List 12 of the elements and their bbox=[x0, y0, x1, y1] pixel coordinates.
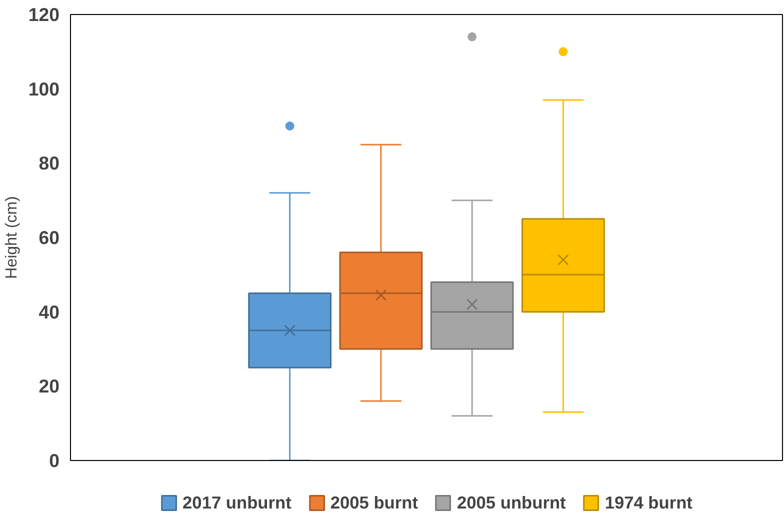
y-tick-label: 80 bbox=[38, 152, 60, 174]
y-tick-label: 20 bbox=[38, 376, 60, 397]
y-tick-label: 40 bbox=[38, 301, 60, 322]
legend-label: 2005 unburnt bbox=[457, 492, 566, 513]
legend-label: 2017 unburnt bbox=[182, 492, 292, 513]
y-tick-label: 0 bbox=[49, 450, 60, 471]
y-tick-label: 100 bbox=[28, 78, 60, 100]
legend-label: 1974 burnt bbox=[604, 492, 692, 513]
y-tick-label: 120 bbox=[28, 4, 60, 25]
y-axis-title: Height (cm) bbox=[3, 196, 20, 279]
y-tick-label: 60 bbox=[38, 227, 60, 248]
legend-label: 2005 burnt bbox=[330, 492, 418, 513]
